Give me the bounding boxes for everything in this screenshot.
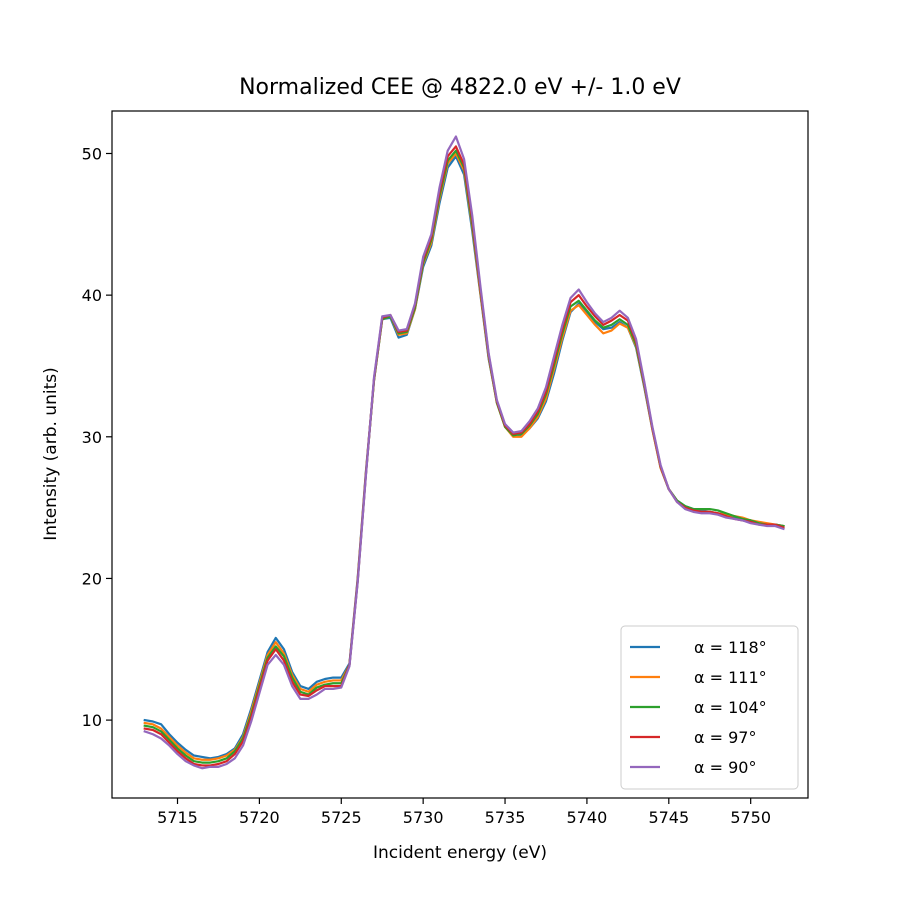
y-tick-label: 10 [82,711,102,730]
x-tick-label: 5720 [239,808,280,827]
series-layer [143,135,785,770]
x-axis-ticks: 5715 5720 5725 5730 5735 5740 5745 5750 [157,798,771,827]
plot-frame [111,110,809,799]
legend-label-3: α = 97° [694,728,756,747]
legend-label-4: α = 90° [694,758,756,777]
legend: α = 118° α = 111° α = 104° α = 97° α = 90° [620,625,799,790]
legend-label-0: α = 118° [694,638,767,657]
x-tick-label: 5745 [648,808,689,827]
y-tick-label: 20 [82,569,102,588]
y-tick-label: 30 [82,428,102,447]
chart-title: Normalized CEE @ 4822.0 eV +/- 1.0 eV [239,75,681,100]
legend-items: α = 118° α = 111° α = 104° α = 97° α = 90° [630,638,767,777]
x-tick-label: 5750 [730,808,771,827]
x-tick-label: 5735 [485,808,526,827]
x-tick-label: 5740 [567,808,608,827]
legend-label-2: α = 104° [694,698,767,717]
legend-label-1: α = 111° [694,668,767,687]
x-tick-label: 5730 [403,808,444,827]
legend-box [620,625,799,790]
x-tick-label: 5715 [157,808,198,827]
x-axis-label: Incident energy (eV) [373,843,547,863]
y-tick-label: 40 [82,286,102,305]
y-axis-label: Intensity (arb. units) [41,367,61,540]
y-axis-ticks: 10 20 30 40 50 [82,144,112,730]
series-line-4 [143,135,785,770]
x-tick-label: 5725 [321,808,362,827]
y-tick-label: 50 [82,144,102,163]
